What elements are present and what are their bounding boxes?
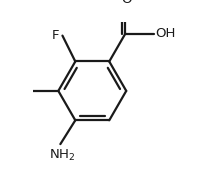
Text: F: F — [52, 29, 60, 42]
Text: OH: OH — [155, 27, 175, 40]
Text: NH$_2$: NH$_2$ — [49, 148, 75, 163]
Text: O: O — [122, 0, 132, 6]
